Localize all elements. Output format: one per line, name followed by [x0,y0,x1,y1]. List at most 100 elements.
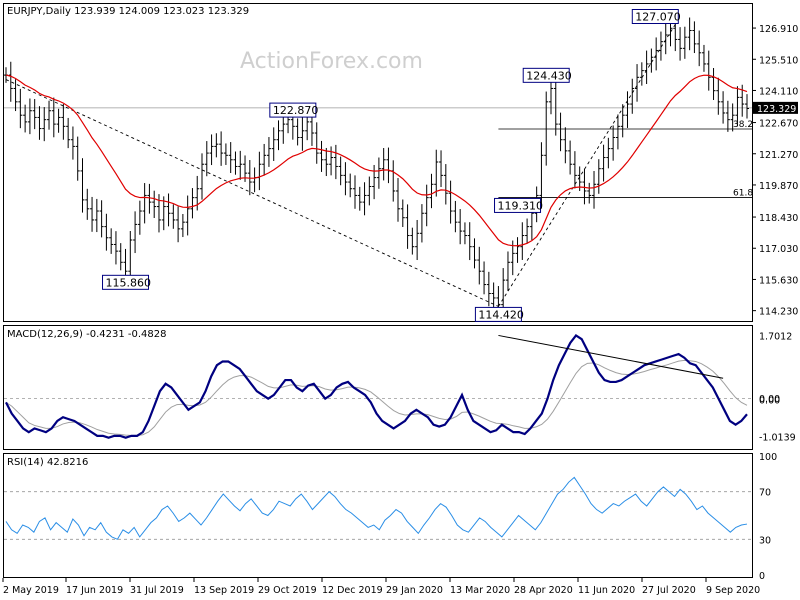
price-bar [582,168,587,205]
price-bar [200,153,205,200]
price-bar [185,195,190,236]
price-bar [85,188,90,220]
price-bar [70,126,75,160]
price-bar [32,99,37,130]
price-bar [415,219,420,261]
date-tick-label: 11 Jun 2020 [578,585,635,596]
price-bar [348,173,353,198]
rsi-tick-label: 100 [759,452,777,463]
trendline [498,24,676,307]
price-bar [180,213,185,238]
price-annotation: 119.310 [494,197,543,213]
price-bar [80,158,85,213]
price-tick-label: 121.270 [759,150,798,161]
price-bar [687,17,692,51]
price-bar [209,134,214,166]
price-bar [66,117,71,149]
price-tick-label: 118.430 [759,213,798,224]
price-bar [367,176,372,206]
price-bar [615,114,620,150]
date-tick-label: 12 Dec 2019 [322,585,383,596]
price-bar [223,143,228,165]
price-bar [568,140,573,175]
price-bar [262,143,267,176]
price-bar [539,142,544,209]
price-annotation: 115.860 [102,274,151,290]
price-bar [730,103,735,132]
price-bar [37,106,42,140]
price-tick-label: 114.230 [759,307,798,318]
current-price-label: 123.329 [757,104,796,115]
price-bar [147,183,152,214]
macd-tick-label: -1.0139 [759,432,796,443]
price-bar [658,31,663,61]
price-axis: 126.910 125.510 124.110 122.670 121.270 119.8… [752,24,798,318]
price-bar [434,149,439,197]
price-bar [486,271,491,307]
price-bar [472,238,477,269]
price-bar [161,196,166,231]
price-bar [75,136,80,181]
price-bar [410,227,415,255]
price-bar [27,98,32,135]
rsi-panel-frame [3,453,753,578]
current-price-box [753,101,798,114]
price-bar [42,107,47,142]
rsi-line [5,476,748,540]
price-bar [592,171,597,209]
price-bar [419,204,424,243]
price-bar [477,246,482,285]
price-bar [520,222,525,260]
rsi-series [4,476,752,540]
price-bar [697,30,702,67]
rsi-title: RSI(14) 42.8216 [7,457,88,468]
price-tick-label: 126.910 [759,24,798,35]
price-bar [663,22,668,55]
price-bar [357,186,362,211]
price-bar [682,26,687,59]
price-bar [429,173,434,209]
price-bar [352,175,357,209]
price-bar [99,200,104,238]
price-bar [745,94,749,119]
price-bar [400,199,405,228]
price-bar [462,222,467,245]
price-tick-label: 119.870 [759,181,798,192]
price-bar [18,88,23,129]
date-tick-label: 13 Mar 2020 [450,585,510,596]
price-bar [152,190,157,218]
price-bar [424,184,429,227]
price-bar [295,118,300,146]
price-bar [271,127,276,161]
macd-line [5,333,748,439]
price-bar [300,117,305,151]
price-annotation-label: 114.420 [478,308,524,321]
price-bar [128,230,133,281]
price-bar [453,200,458,233]
price-bar [219,131,224,166]
price-bar [142,183,147,224]
price-series: 38.2 61.8 127.070 124.430 122.870 119.310 115.… [4,8,753,322]
price-bar [405,204,410,249]
rsi-tick-label: 0 [759,571,765,582]
price-bar [678,27,683,61]
price-bar [625,91,630,128]
price-bar [176,206,181,243]
price-bar [166,193,171,227]
price-bar [654,37,659,71]
macd-title: MACD(12,26,9) -0.4231 -0.4828 [7,329,167,340]
price-annotation: 122.870 [269,102,318,118]
price-tick-label: 122.670 [759,119,798,130]
price-bar [505,251,510,291]
date-tick-label: 2 May 2019 [3,585,59,596]
price-bar [701,44,706,72]
price-bar [482,261,487,295]
price-bar [228,142,233,174]
macd-tick-label: 1.7012 [759,331,792,342]
date-axis: 2 May 2019 17 Jun 2019 31 Jul 2019 13 Sep 2… [2,578,760,596]
price-bar [238,150,243,180]
date-tick-label: 29 Oct 2019 [258,585,317,596]
price-tick-label: 124.110 [759,86,798,97]
price-annotation-label: 124.430 [526,69,572,82]
